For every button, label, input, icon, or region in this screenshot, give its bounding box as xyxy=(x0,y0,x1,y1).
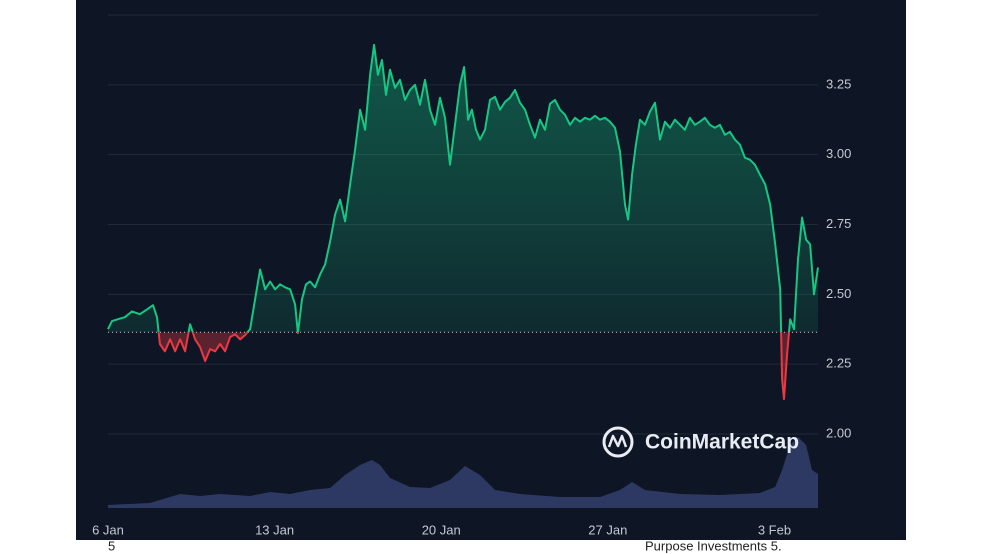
watermark-text: CoinMarketCap xyxy=(645,431,799,454)
x-tick-label: 13 Jan xyxy=(255,522,294,537)
x-tick-label: 27 Jan xyxy=(588,522,627,537)
y-tick-label: 2.50 xyxy=(826,286,851,301)
y-tick-label: 2.75 xyxy=(826,216,851,231)
y-tick-label: 2.00 xyxy=(826,425,851,440)
x-tick-label: 6 Jan xyxy=(92,522,124,537)
area-below xyxy=(108,332,818,400)
watermark: CoinMarketCap xyxy=(602,426,799,458)
footer-text: Purpose Investments 5. xyxy=(645,538,782,553)
x-tick-label: 20 Jan xyxy=(422,522,461,537)
y-tick-label: 2.25 xyxy=(826,356,851,371)
volume-area xyxy=(108,437,818,508)
y-tick-label: 3.00 xyxy=(826,146,851,161)
area-above xyxy=(108,44,818,333)
price-line xyxy=(107,43,819,333)
footer-text: 5 xyxy=(108,538,115,553)
price-line-below xyxy=(157,332,791,401)
y-tick-label: 3.25 xyxy=(826,76,851,91)
x-tick-label: 3 Feb xyxy=(758,522,791,537)
